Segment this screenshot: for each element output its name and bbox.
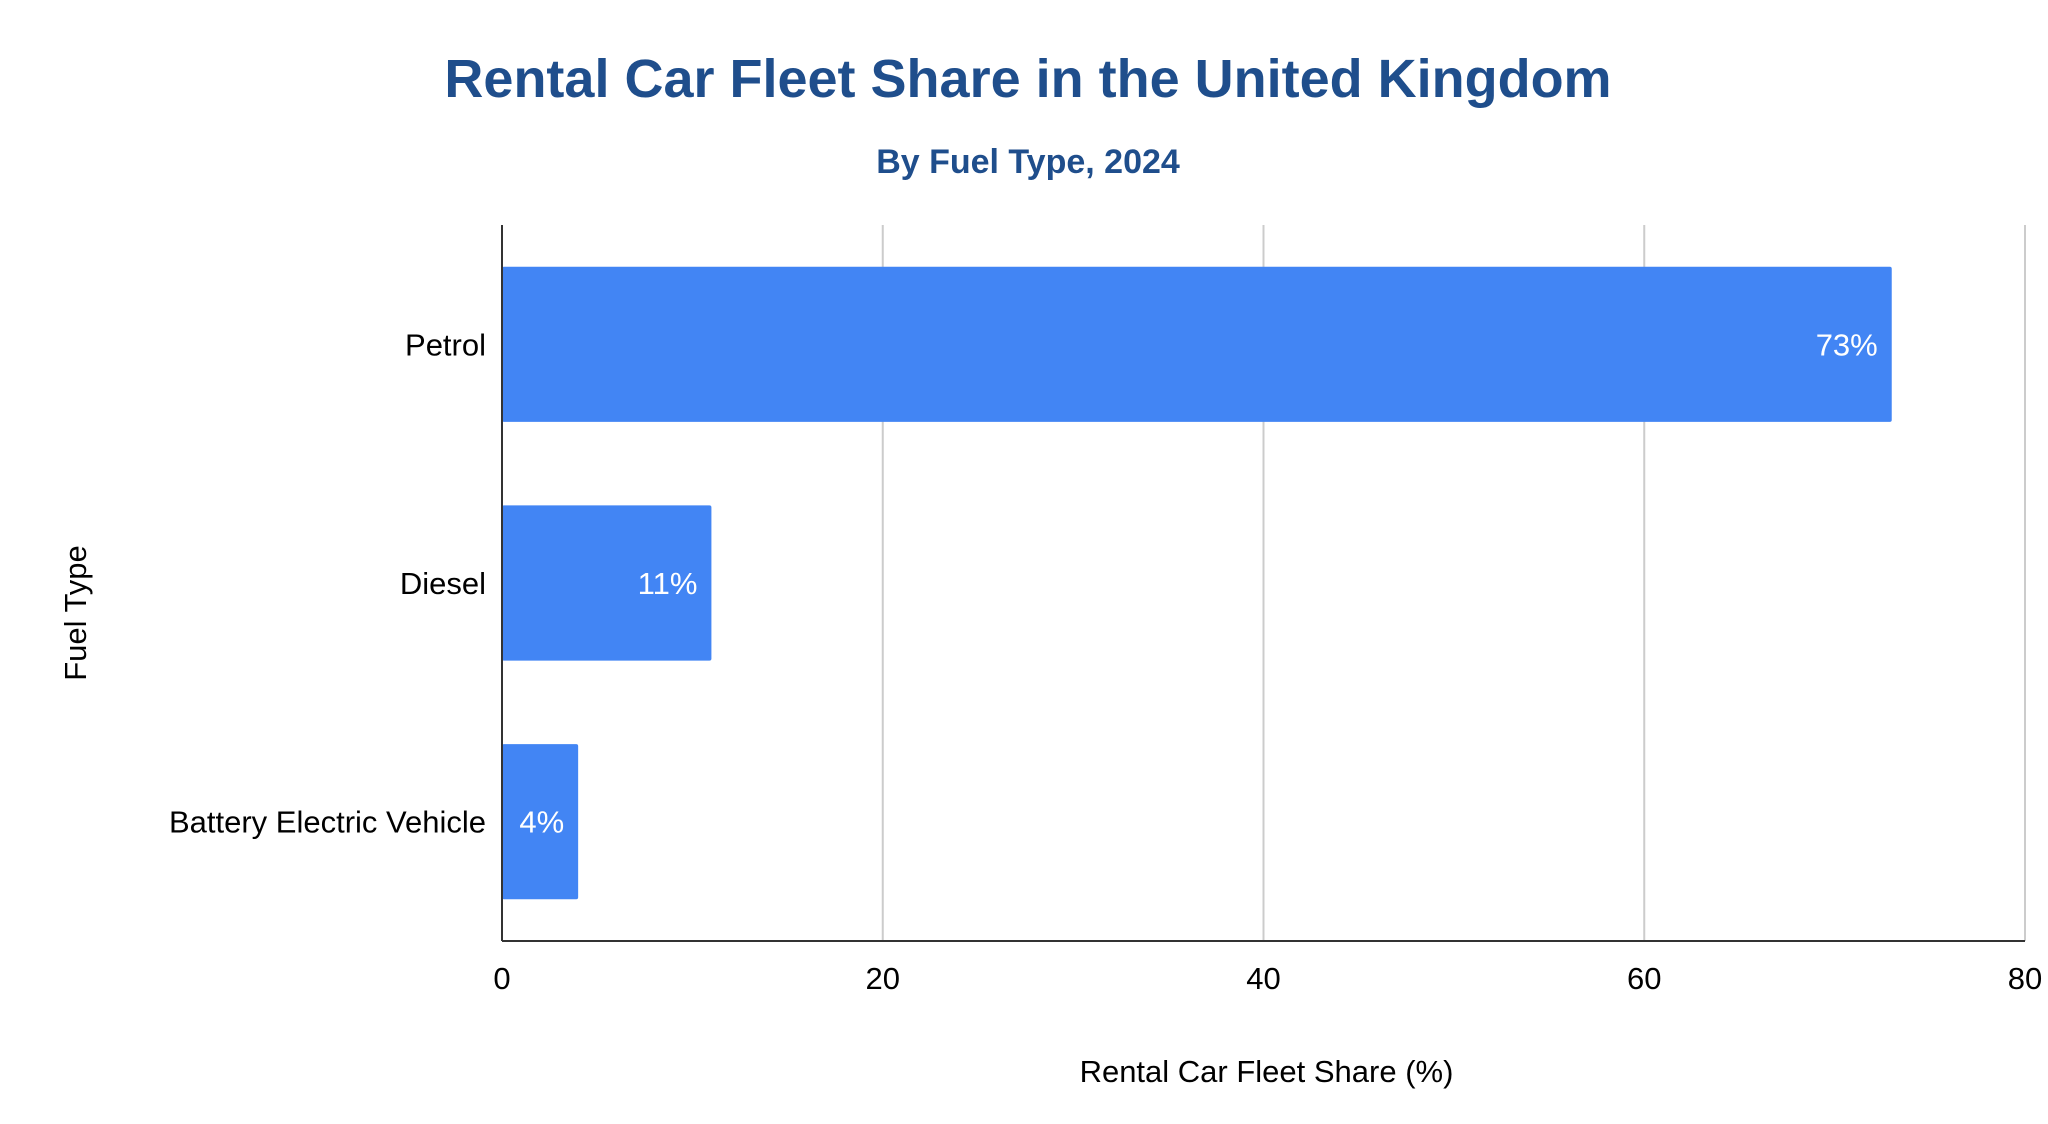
data-label: 4%	[519, 805, 564, 840]
x-tick-labels: 0 20 40 60 80	[493, 961, 2042, 996]
category-label: Diesel	[400, 566, 486, 601]
x-tick-label: 20	[866, 961, 900, 996]
data-label: 11%	[638, 566, 698, 601]
chart-subtitle: By Fuel Type, 2024	[876, 143, 1180, 181]
data-label: 73%	[1816, 327, 1878, 362]
chart-title: Rental Car Fleet Share in the United Kin…	[444, 49, 1612, 109]
axes	[501, 225, 2025, 942]
bars	[502, 266, 1892, 900]
bar	[502, 505, 712, 661]
x-tick-label: 40	[1246, 961, 1280, 996]
data-labels: 73% 11% 4%	[519, 327, 1877, 839]
x-tick-label: 0	[493, 961, 510, 996]
category-labels: Petrol Diesel Battery Electric Vehicle	[169, 327, 486, 839]
y-axis-title: Fuel Type	[58, 545, 93, 681]
x-tick-label: 80	[2008, 961, 2042, 996]
category-label: Petrol	[405, 327, 486, 362]
category-label: Battery Electric Vehicle	[169, 805, 486, 840]
x-axis-title: Rental Car Fleet Share (%)	[1080, 1054, 1454, 1089]
x-tick-label: 60	[1627, 961, 1661, 996]
bar	[502, 266, 1892, 422]
bar	[502, 744, 579, 900]
